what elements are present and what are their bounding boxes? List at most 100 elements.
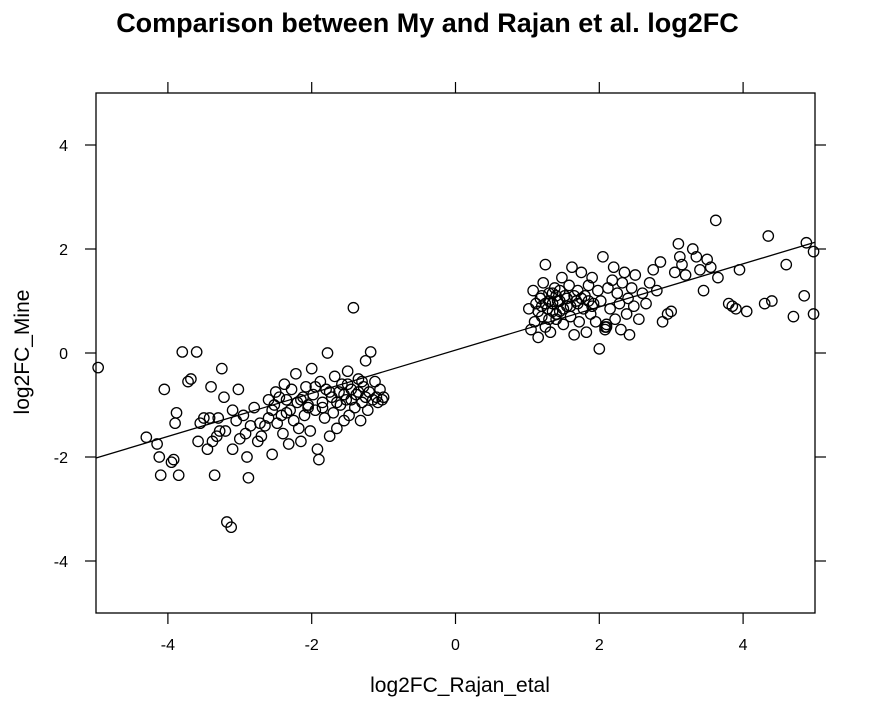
data-point bbox=[176, 346, 189, 358]
data-point bbox=[643, 276, 656, 289]
x-tick-label: 2 bbox=[595, 637, 604, 654]
data-point bbox=[589, 315, 602, 328]
data-point bbox=[701, 253, 714, 266]
data-point bbox=[172, 469, 185, 482]
data-point bbox=[620, 308, 633, 320]
data-point bbox=[623, 328, 636, 341]
data-point bbox=[599, 323, 611, 336]
data-point bbox=[544, 326, 557, 339]
data-point bbox=[266, 448, 279, 461]
data-point bbox=[730, 302, 742, 315]
data-point bbox=[271, 417, 284, 430]
data-point bbox=[230, 414, 243, 427]
data-point bbox=[636, 287, 649, 300]
data-point bbox=[140, 431, 153, 444]
data-point bbox=[219, 425, 232, 437]
data-point bbox=[535, 289, 548, 302]
data-point bbox=[359, 354, 372, 367]
data-point bbox=[331, 422, 343, 435]
chart-title-text: Comparison between My and Rajan et al. l… bbox=[116, 8, 739, 38]
data-point bbox=[592, 284, 604, 297]
data-point bbox=[321, 347, 334, 359]
data-point bbox=[320, 383, 332, 396]
x-tick-label: -2 bbox=[305, 637, 319, 654]
data-point bbox=[316, 401, 329, 414]
data-point bbox=[237, 409, 250, 422]
regression-line bbox=[95, 241, 816, 459]
data-point bbox=[341, 378, 354, 391]
data-point bbox=[356, 375, 368, 388]
x-axis-label: log2FC_Rajan_etal bbox=[370, 674, 550, 697]
data-point bbox=[615, 323, 627, 336]
data-point bbox=[273, 391, 286, 404]
data-point bbox=[593, 342, 606, 355]
data-point bbox=[704, 261, 717, 274]
data-point bbox=[532, 305, 545, 318]
data-point bbox=[575, 292, 588, 305]
data-point bbox=[568, 289, 580, 302]
data-point bbox=[575, 266, 588, 279]
data-point bbox=[225, 521, 238, 534]
data-point bbox=[242, 471, 255, 484]
data-point bbox=[377, 391, 390, 404]
data-point bbox=[616, 276, 629, 289]
data-point bbox=[712, 271, 724, 284]
data-point bbox=[341, 365, 354, 378]
data-point bbox=[539, 258, 552, 271]
data-point bbox=[277, 427, 289, 440]
data-point bbox=[527, 284, 540, 297]
data-point bbox=[328, 370, 341, 383]
data-point bbox=[182, 375, 194, 388]
data-point bbox=[167, 453, 180, 466]
data-point bbox=[632, 313, 645, 326]
data-point bbox=[640, 297, 652, 310]
data-point bbox=[537, 276, 550, 289]
data-point bbox=[618, 266, 631, 279]
data-point bbox=[316, 396, 329, 409]
data-point bbox=[650, 284, 663, 297]
data-point bbox=[201, 443, 214, 456]
data-point bbox=[586, 300, 598, 313]
data-point bbox=[622, 292, 634, 305]
data-point bbox=[154, 469, 167, 482]
data-point bbox=[331, 396, 343, 409]
data-point bbox=[629, 269, 642, 281]
data-point bbox=[766, 295, 778, 307]
data-point bbox=[546, 305, 559, 318]
data-point bbox=[170, 406, 183, 419]
data-point bbox=[564, 300, 577, 313]
data-point bbox=[309, 404, 322, 417]
data-point bbox=[532, 331, 545, 344]
data-point bbox=[151, 438, 163, 450]
data-point bbox=[668, 266, 681, 279]
data-point bbox=[697, 284, 710, 297]
data-point bbox=[347, 301, 360, 314]
plot-frame bbox=[95, 92, 816, 614]
data-point bbox=[208, 469, 221, 482]
data-point bbox=[158, 383, 171, 396]
data-point bbox=[169, 417, 181, 430]
data-point bbox=[198, 412, 210, 424]
data-point bbox=[604, 302, 616, 315]
chart-title: Comparison between My and Rajan et al. l… bbox=[0, 8, 875, 39]
data-point bbox=[305, 362, 318, 375]
data-point bbox=[676, 258, 688, 271]
data-point bbox=[359, 391, 372, 404]
data-point bbox=[307, 388, 319, 401]
data-point bbox=[563, 279, 575, 292]
data-point bbox=[787, 310, 800, 323]
data-point bbox=[302, 399, 314, 411]
data-point bbox=[557, 318, 570, 331]
data-point bbox=[609, 313, 621, 326]
data-point bbox=[215, 362, 228, 375]
data-point bbox=[800, 236, 813, 249]
data-point bbox=[709, 214, 722, 227]
data-point bbox=[762, 230, 775, 242]
data-point bbox=[241, 451, 253, 463]
data-point bbox=[686, 243, 699, 255]
data-point bbox=[300, 380, 312, 393]
data-point bbox=[218, 391, 230, 404]
data-point bbox=[280, 393, 293, 406]
x-tick-label: 4 bbox=[739, 637, 748, 654]
